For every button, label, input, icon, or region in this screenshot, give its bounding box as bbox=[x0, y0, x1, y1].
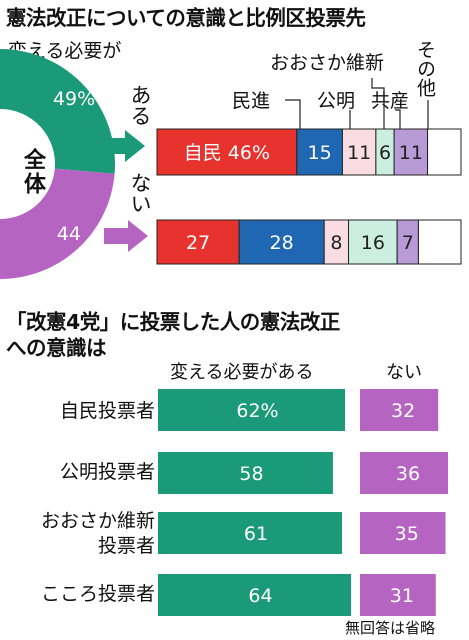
legend-ishin: おおさか維新 bbox=[270, 52, 385, 74]
all-label: 全体 bbox=[20, 148, 45, 196]
stack-bar-1-1 bbox=[238, 219, 325, 265]
section2-title-line1: 「改憲4党」に投票した人の憲法改正 bbox=[6, 310, 340, 334]
no-need-label-0: 32 bbox=[391, 400, 415, 422]
no-need-bar-3 bbox=[360, 574, 436, 616]
leader-ishin bbox=[371, 78, 385, 129]
header-no-need: ない bbox=[386, 362, 422, 383]
need-label-2: 61 bbox=[244, 523, 268, 545]
arrow-nai bbox=[110, 220, 148, 252]
row-label-ldp: 自民投票者 bbox=[59, 400, 155, 422]
stack-label-0-3: 6 bbox=[379, 142, 391, 164]
stack-label-0-2: 11 bbox=[347, 142, 371, 164]
aru-label: ある bbox=[128, 84, 152, 126]
arrow-nai-stem bbox=[104, 228, 114, 244]
stack-label-0-0: 自民 46% bbox=[184, 142, 270, 164]
no-need-bar-2 bbox=[360, 512, 446, 554]
pie-slice-need bbox=[0, 49, 115, 174]
no-need-label-2: 35 bbox=[395, 523, 419, 545]
stack-bar-0-5 bbox=[427, 128, 462, 176]
pie-slice-no-need bbox=[0, 168, 115, 279]
stack-bar-1-3 bbox=[348, 219, 398, 265]
need-bar-2 bbox=[158, 512, 342, 554]
arrow-aru bbox=[108, 126, 145, 162]
row-label-ishin-1: おおさか維新 bbox=[40, 510, 155, 532]
no-need-bar-1 bbox=[360, 452, 448, 494]
stack-label-1-3: 16 bbox=[361, 232, 385, 254]
stack-bar-1-2 bbox=[323, 219, 350, 265]
arrow-aru-stem bbox=[104, 138, 114, 154]
stack-bar-1-5 bbox=[417, 219, 462, 265]
stack-bar-0-4 bbox=[393, 128, 429, 176]
section2-title-line2: への意識は bbox=[6, 336, 107, 360]
legend-minshin: 民進 bbox=[232, 90, 271, 112]
stack-label-1-0: 27 bbox=[186, 232, 210, 254]
need-label-1: 58 bbox=[239, 463, 263, 485]
row-label-kokoro: こころ投票者 bbox=[40, 583, 155, 605]
need-bar-1 bbox=[158, 452, 333, 494]
row-label-ishin-2: 投票者 bbox=[97, 535, 155, 557]
footnote: 無回答は省略 bbox=[345, 619, 436, 637]
legend-other: その他 bbox=[414, 40, 436, 97]
no-need-bar-0 bbox=[360, 389, 439, 431]
leader-minshin bbox=[285, 99, 301, 129]
need-label-3: 64 bbox=[248, 585, 272, 607]
leader-kyosan bbox=[395, 109, 401, 129]
stack-label-1-1: 28 bbox=[270, 232, 294, 254]
need-bar-0 bbox=[158, 389, 345, 431]
need-label-0: 62% bbox=[236, 400, 278, 422]
stack-label-1-4: 7 bbox=[402, 232, 414, 254]
row-label-komei: 公明投票者 bbox=[59, 461, 155, 483]
main-title: 憲法改正についての意識と比例区投票先 bbox=[6, 6, 366, 30]
header-need-change: 変える必要がある bbox=[170, 362, 314, 383]
no-need-label-3: 31 bbox=[390, 585, 414, 607]
stack-bar-1-0 bbox=[156, 219, 240, 265]
stack-bar-0-2 bbox=[341, 128, 377, 176]
legend-komei: 公明 bbox=[317, 90, 356, 112]
nai-label: ない bbox=[128, 172, 152, 214]
need-bar-3 bbox=[158, 574, 352, 616]
stack-label-1-2: 8 bbox=[330, 232, 342, 254]
pie-label-no-need: 44 bbox=[57, 223, 81, 245]
stack-label-0-1: 15 bbox=[308, 142, 332, 164]
no-need-label-1: 36 bbox=[396, 463, 420, 485]
stack-label-0-4: 11 bbox=[399, 142, 423, 164]
legend-kyosan: 共産 bbox=[371, 90, 410, 112]
pie-label-need: 49% bbox=[53, 88, 95, 110]
